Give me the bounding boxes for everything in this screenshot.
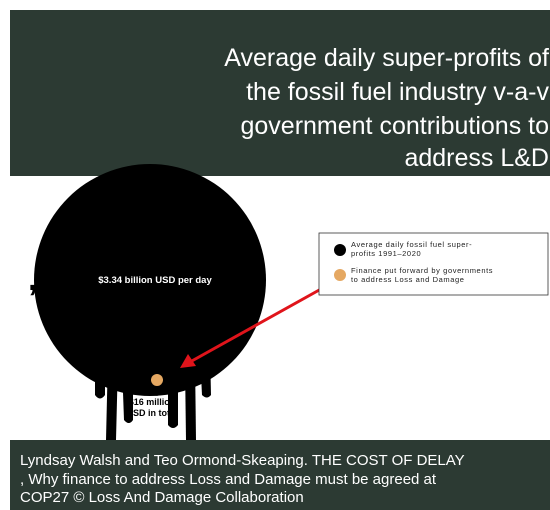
drip xyxy=(78,345,89,373)
big-label: $3.34 billion USD per day xyxy=(98,275,212,286)
drip xyxy=(106,355,118,443)
title-line: the fossil fuel industry v-a-v xyxy=(246,78,549,106)
header-band xyxy=(10,10,550,176)
drip xyxy=(122,365,133,423)
caption-line: , Why finance to address Loss and Damage… xyxy=(20,471,437,488)
small-label: $16 million xyxy=(129,397,176,407)
caption-line: COP27 © Loss And Damage Collaboration xyxy=(20,489,304,506)
small-label: USD in total xyxy=(127,408,178,418)
legend-text: profits 1991–2020 xyxy=(351,249,421,258)
legend-text: Average daily fossil fuel super- xyxy=(351,240,472,249)
legend-text: Finance put forward by governments xyxy=(351,266,493,275)
legend-dot xyxy=(334,244,346,256)
drip xyxy=(185,360,196,443)
caption-band xyxy=(10,440,550,510)
caption-line: Lyndsay Walsh and Teo Ormond-Skeaping. T… xyxy=(20,452,465,469)
arrow-shaft xyxy=(189,282,331,364)
legend-box xyxy=(318,232,549,296)
title-line: Average daily super-profits of xyxy=(224,44,549,72)
arrow-head xyxy=(180,354,196,368)
drip xyxy=(200,350,211,398)
stray-mark: , xyxy=(28,260,37,298)
drip xyxy=(168,368,178,428)
legend-dot xyxy=(334,269,346,281)
big-circle xyxy=(34,164,266,396)
title-line: address L&D xyxy=(404,144,549,172)
title-line: government contributions to xyxy=(240,112,549,140)
oil-blob xyxy=(34,164,266,443)
legend-text: to address Loss and Damage xyxy=(351,275,465,284)
drip xyxy=(95,350,105,399)
small-circle xyxy=(151,374,163,386)
